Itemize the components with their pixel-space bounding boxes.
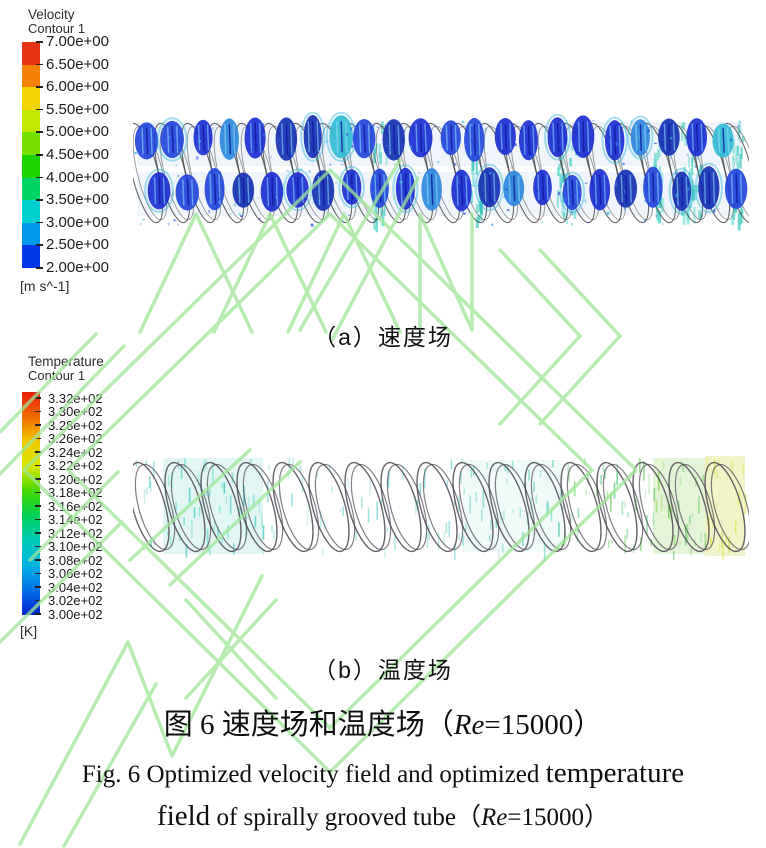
temperature-tick-mark [35,437,41,440]
subcaption-a-velocity: （a）速度场 [313,324,453,350]
temperature-tick-label: 3.10e+02 [48,539,103,554]
temperature-tick-mark [35,545,41,548]
temperature-tick-label: 3.16e+02 [48,498,103,514]
temperature-tick-label: 3.30e+02 [48,404,103,419]
subcaption-b-temperature: （b）温度场 [313,657,453,683]
figure-caption-zh-prefix: 图 6 速度场和温度场（ [163,709,454,741]
velocity-tick-label: 5.00e+00 [46,123,109,141]
velocity-tick-mark [36,63,43,66]
figure-caption-en1-text: Fig. 6 Optimized velocity field and opti… [81,761,546,788]
temperature-tick-label: 3.20e+02 [48,471,103,487]
figure-caption-en2-close: =15000） [507,804,609,831]
temperature-tick-label: 3.32e+02 [48,390,103,406]
temperature-tick-mark [35,572,41,575]
velocity-tick-mark [36,221,43,224]
velocity-tick-mark [36,86,43,88]
velocity-tick-label: 6.50e+00 [46,55,109,73]
temperature-tick-label: 3.24e+02 [48,444,103,460]
velocity-tick-mark [36,108,43,111]
velocity-colorbar-block [22,132,40,155]
temperature-contour-plot [133,456,749,562]
temperature-tick-mark [35,586,41,588]
figure-caption-en2-re-italic: Re [480,804,508,831]
temperature-tick-label: 3.12e+02 [48,525,103,541]
velocity-tick-label: 5.50e+00 [46,100,109,118]
velocity-colorbar-block [22,42,40,65]
velocity-colorbar-block [22,177,40,201]
figure-caption-zh-re-italic: Re [453,709,485,741]
temperature-legend-unit: [K] [20,623,38,639]
figure-caption-en1-big: temperature [545,757,685,789]
temperature-tick-label: 3.00e+02 [48,606,103,622]
velocity-tick-mark [36,154,43,156]
figure-caption-en-line2: field of spirally grooved tube（Re=15000） [0,797,766,833]
temperature-tick-mark [35,464,41,467]
velocity-tick-label: 3.50e+00 [46,191,109,209]
figure-caption-zh-suffix: =15000） [484,709,603,741]
velocity-tick-mark [36,199,43,201]
velocity-tick-mark [36,131,43,133]
temperature-tick-label: 3.28e+02 [48,417,103,433]
velocity-tick-label: 2.00e+00 [46,259,109,276]
temperature-legend-subtitle: Contour 1 [28,368,86,383]
velocity-tick-label: 3.00e+00 [46,213,109,231]
velocity-tick-label: 4.00e+00 [46,168,109,186]
temperature-tick-mark [35,397,41,399]
velocity-legend-title: Velocity [28,7,75,22]
temperature-tick-mark [35,451,41,453]
temperature-tick-mark [35,599,41,602]
velocity-colorbar-block [22,109,40,133]
velocity-tick-label: 6.00e+00 [46,78,109,96]
velocity-tick-mark [36,176,43,179]
temperature-tick-mark [35,613,41,615]
velocity-colorbar-block [22,154,40,178]
temperature-tick-mark [35,478,41,480]
temperature-tick-mark [35,532,41,534]
velocity-tick-label: 7.00e+00 [46,33,109,50]
temperature-tick-mark [35,559,41,561]
temperature-legend: Temperature Contour 1 [K] 3.32e+02 3.30e+… [20,355,142,655]
temperature-tick-label: 3.22e+02 [48,458,103,473]
velocity-tick-mark [36,244,43,246]
velocity-colorbar-block [22,222,40,246]
temperature-legend-title: Temperature [28,354,104,369]
velocity-colorbar-block [22,87,40,110]
temperature-tick-label: 3.06e+02 [48,566,103,581]
figure-caption-en-line1: Fig. 6 Optimized velocity field and opti… [0,757,766,790]
temperature-tick-mark [35,424,41,426]
temperature-tick-mark [35,505,41,507]
temperature-tick-label: 3.08e+02 [48,552,103,568]
velocity-legend-subtitle: Contour 1 [28,21,86,36]
temperature-tick-mark [35,518,41,521]
velocity-tick-mark [36,267,43,269]
velocity-colorbar-block [22,245,40,268]
temperature-tick-mark [35,491,41,494]
temperature-tick-mark [35,410,41,413]
figure-caption-en2-open: （ [455,804,481,831]
temperature-tick-label: 3.02e+02 [48,593,103,608]
velocity-legend-unit: [m s^-1] [20,278,70,294]
velocity-tick-mark [36,41,43,43]
velocity-colorbar-block [22,64,40,88]
velocity-legend: Velocity Contour 1 [m s^-1] 7.00e+00 6.50… [20,8,142,308]
figure-caption-en2-big: field [157,800,211,832]
velocity-contour-plot [133,112,749,233]
velocity-tick-label: 2.50e+00 [46,236,109,254]
temperature-tick-label: 3.18e+02 [48,485,103,500]
velocity-colorbar-block [22,200,40,223]
figure-caption-zh: 图 6 速度场和温度场（Re=15000） [0,701,766,743]
velocity-tick-label: 4.50e+00 [46,146,109,163]
temperature-tick-label: 3.04e+02 [48,579,103,595]
figure-caption-en2-text: of spirally grooved tube [210,804,456,831]
temperature-tick-label: 3.26e+02 [48,431,103,446]
temperature-tick-label: 3.14e+02 [48,512,103,527]
